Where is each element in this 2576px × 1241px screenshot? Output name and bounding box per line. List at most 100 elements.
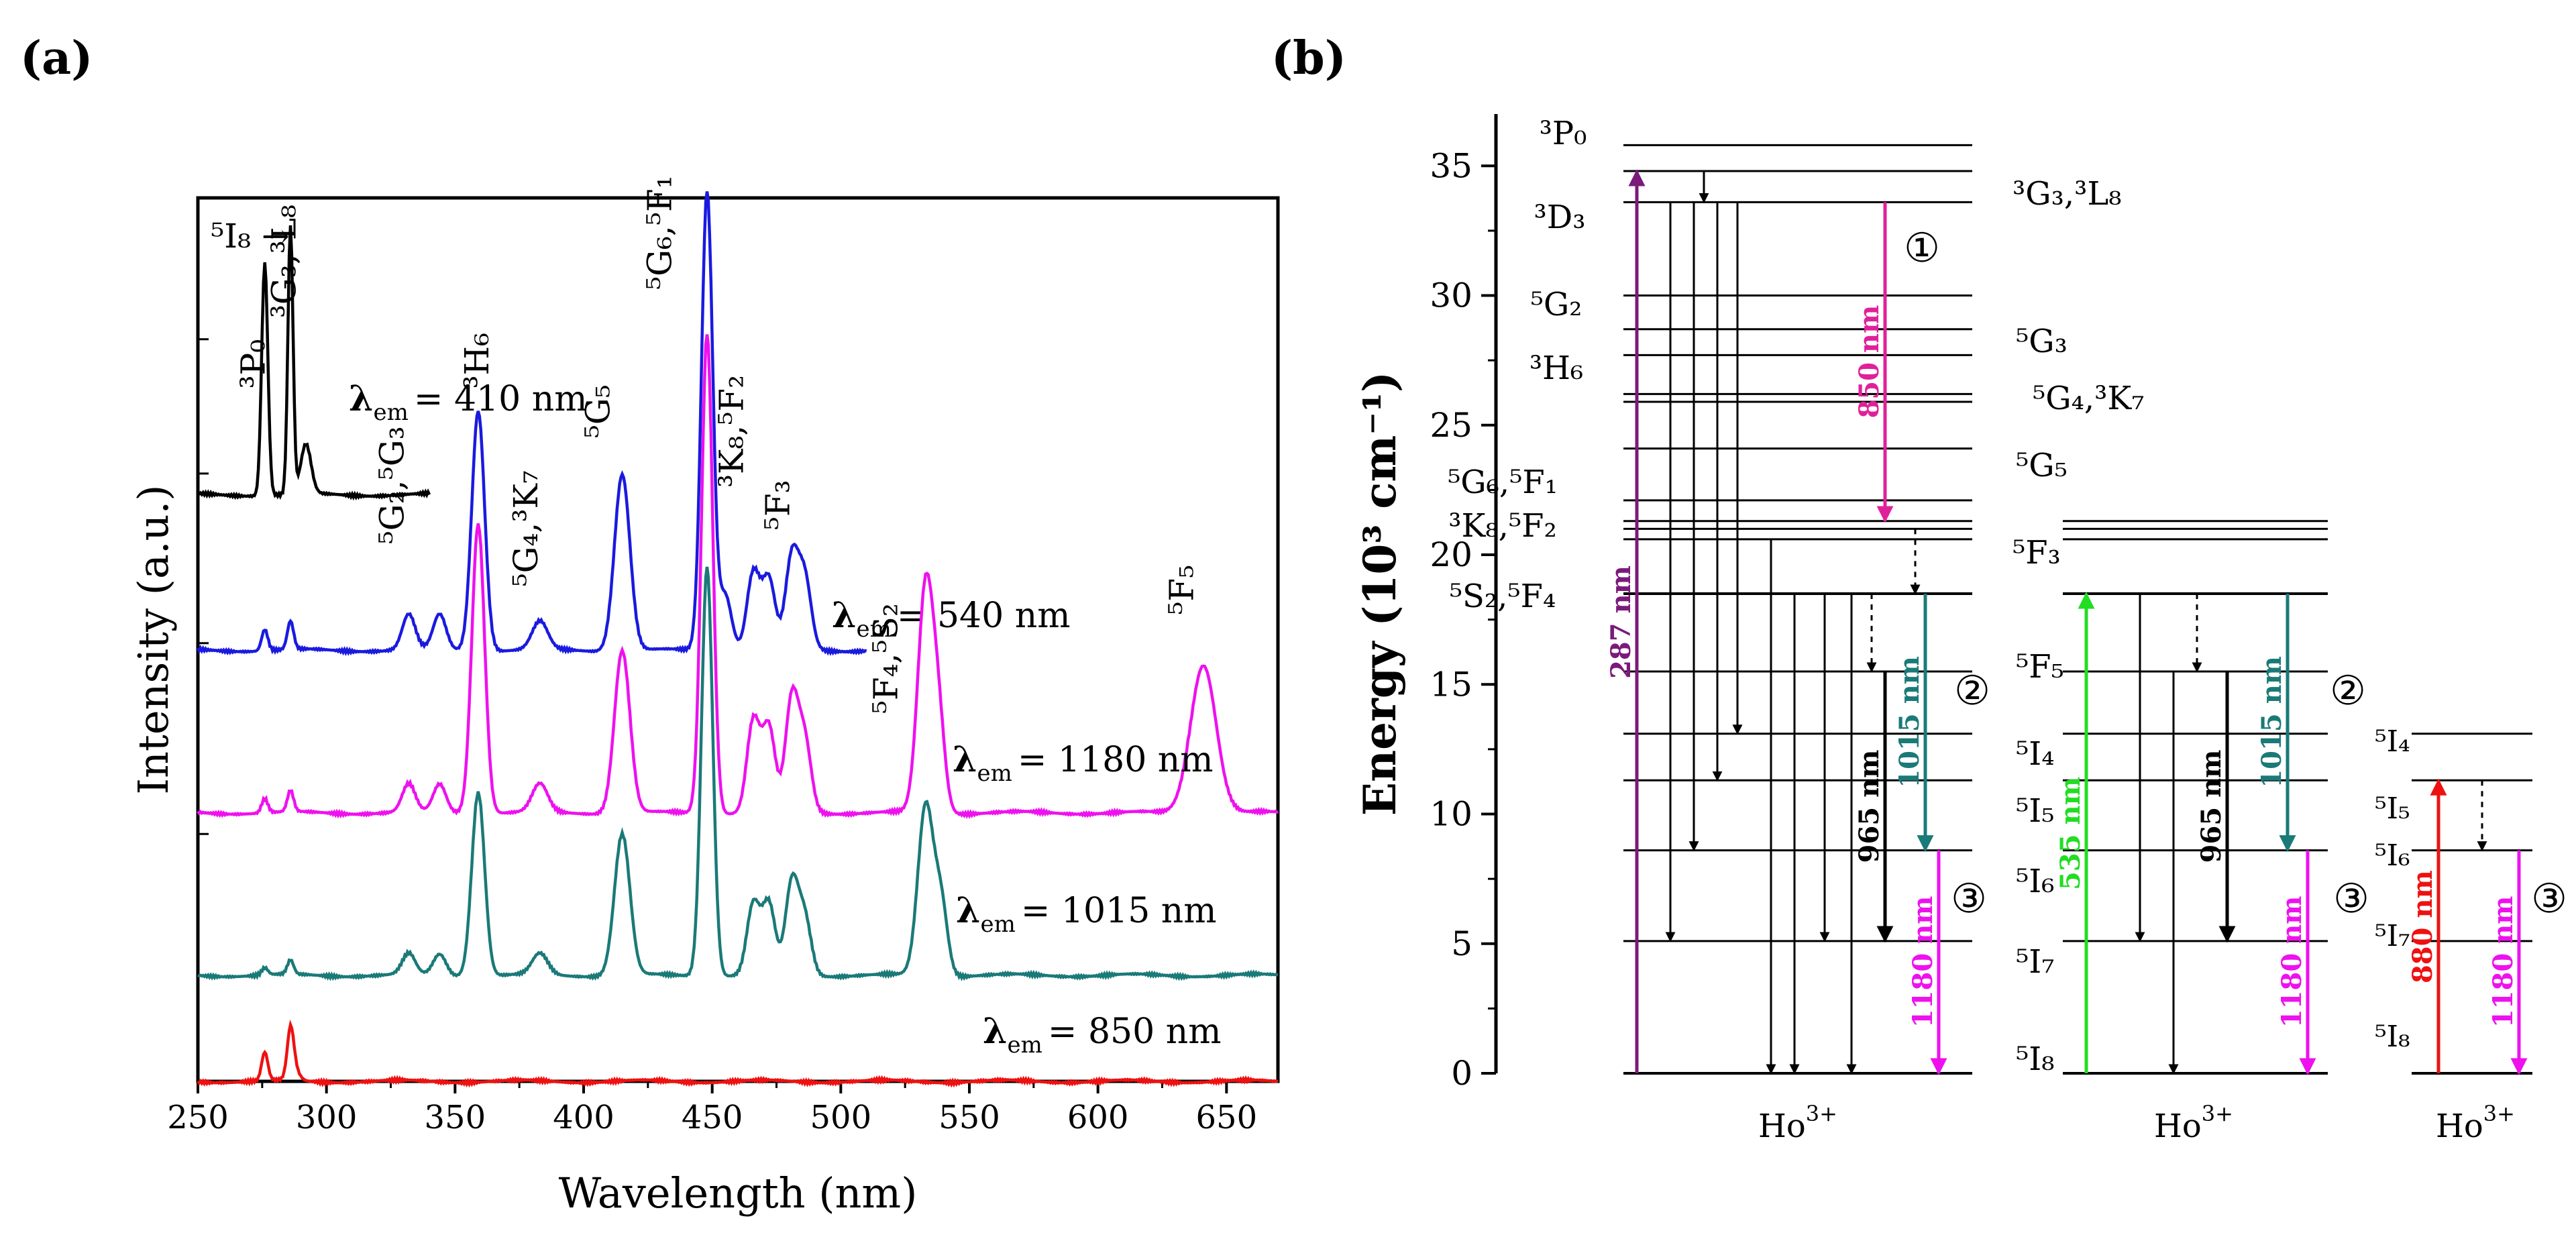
x-tick-label: 500 [810,1099,872,1136]
transition-label: 1180 nm [1907,896,1939,1028]
level-label-right: ⁵G₃ [2016,323,2068,360]
transition-label: 287 nm [1605,565,1637,679]
series-label: λem = 850 nm [983,1011,1222,1059]
level-label-small: ⁵I₈ [2375,1020,2410,1054]
level-label-right: ³G₃,³L₈ [2012,175,2121,213]
spectrum-line [197,334,1279,820]
ion-charge: 3+ [2202,1101,2233,1126]
x-tick-label: 550 [938,1099,1000,1136]
x-tick-label: 350 [425,1099,486,1136]
ion-label: Ho3+ [1758,1101,1837,1145]
transition-label: 880 nm [2407,870,2438,983]
level-label-right: ⁵I₅ [2016,792,2054,830]
series-label-symbol: λ [956,890,980,931]
series-label-sub: em [977,760,1012,787]
y-tick-label: 35 [1430,146,1472,185]
ion-symbol: Ho [1758,1108,1806,1145]
level-label-left: ³D₃ [1534,199,1586,236]
series-label-sub: em [856,616,891,643]
transition-label: 1015 nm [2256,656,2288,788]
level-label-right: ⁵I₆ [2016,863,2054,900]
ion-charge: 3+ [2483,1101,2515,1126]
x-tick-label: 600 [1067,1099,1129,1136]
energy-axis-label: Energy (10³ cm⁻¹) [1354,372,1406,816]
level-label-right: ⁵I₇ [2016,943,2054,981]
transition-label: 965 nm [1854,750,1885,863]
process-marker: ① [1904,225,1940,272]
ion-symbol: Ho [2436,1108,2483,1145]
x-tick-label: 450 [682,1099,743,1136]
series-label: λem = 540 nm [832,595,1071,643]
x-tick-label: 300 [296,1099,358,1136]
transition-label: 1180 nm [2276,896,2308,1028]
y-tick-label: 30 [1430,276,1472,315]
y-tick-label: 10 [1430,795,1472,834]
level-label-left: ³P₀ [1540,115,1587,152]
peak-annotation: ⁵I₈ → [211,217,290,256]
series-label: λem = 410 nm [349,378,588,426]
peak-annotation: ⁵G₄,³K₇ [506,470,545,586]
panel-b-label: (b) [1271,32,1346,85]
y-axis-label: Intensity (a.u.) [129,485,178,795]
level-label-right: ⁵G₄,³K₇ [2033,380,2144,417]
peak-annotation: ⁵F₄,⁵S₂ [867,603,906,714]
transition-label: 965 nm [2196,750,2227,863]
series-label-sub: em [373,399,408,426]
series-label-sub: em [1007,1032,1042,1059]
level-label-small: ⁵I₄ [2375,724,2410,759]
spectrum-line [196,191,867,657]
series-label-value: = 540 nm [897,596,1071,636]
ion-label: Ho3+ [2154,1101,2233,1145]
level-label-right: ⁵I₈ [2016,1040,2054,1078]
ion-symbol: Ho [2154,1108,2202,1145]
process-marker: ③ [1951,875,1987,922]
level-label-small: ⁵I₆ [2375,839,2410,873]
process-marker: ② [2330,667,2366,714]
peak-annotation: ³P₀ [234,339,273,389]
level-label-small: ⁵I₅ [2375,792,2410,826]
level-label-right: ⁵I₄ [2016,735,2054,773]
peak-annotation: ⁵G₂,⁵G₃ [373,426,412,544]
level-label-right: ⁵G₅ [2016,447,2068,484]
level-label-left: ³H₆ [1529,349,1583,387]
level-label-right: ⁵F₅ [2016,648,2064,686]
series-label: λem = 1015 nm [956,890,1217,938]
panel-a-label: (a) [20,32,93,85]
transition-label: 535 nm [2055,777,2086,890]
y-tick-label: 25 [1430,406,1472,445]
transition-label: 1015 nm [1894,656,1925,788]
peak-annotation: ⁵F₃ [759,480,798,530]
peak-annotation: ³H₆ [458,333,496,389]
x-tick-label: 650 [1196,1099,1258,1136]
y-tick-label: 15 [1430,665,1472,704]
series-label-value: = 1180 nm [1018,740,1214,780]
ion-label: Ho3+ [2436,1101,2515,1145]
x-tick-label: 250 [167,1099,229,1136]
peak-annotation: ³K₈,⁵F₂ [712,375,751,488]
y-tick-label: 0 [1451,1054,1472,1093]
transition-label: 850 nm [1854,305,1885,419]
process-marker: ② [1954,667,1990,714]
level-label-left: ⁵S₂,⁵F₄ [1450,578,1556,615]
series-label-symbol: λ [953,739,977,780]
peak-annotation: ⁵G₆,⁵F₁ [640,175,679,290]
process-marker: ③ [2531,875,2567,922]
series-label-value: = 410 nm [414,379,588,419]
spectrum-line [197,566,1279,981]
series-label-symbol: λ [349,378,373,419]
series-label-symbol: λ [983,1011,1007,1052]
peak-annotation: ³G₃,³L₈ [265,205,304,318]
series-label-symbol: λ [832,595,856,636]
y-tick-label: 20 [1430,535,1472,574]
chart-a-group: 250 300 350 400 450 500 550 600 650 Wavelength (n… [129,175,1280,1218]
peak-annotation: ⁵F₅ [1163,565,1201,615]
spectrum-line [197,1019,1279,1088]
series-label-sub: em [980,911,1015,938]
ion-charge: 3+ [1806,1101,1837,1126]
level-label-left: ³K₈,⁵F₂ [1448,507,1556,545]
process-marker: ③ [2333,875,2369,922]
level-label-small: ⁵I₇ [2375,919,2410,953]
level-label-left: ⁵G₂ [1531,286,1582,323]
